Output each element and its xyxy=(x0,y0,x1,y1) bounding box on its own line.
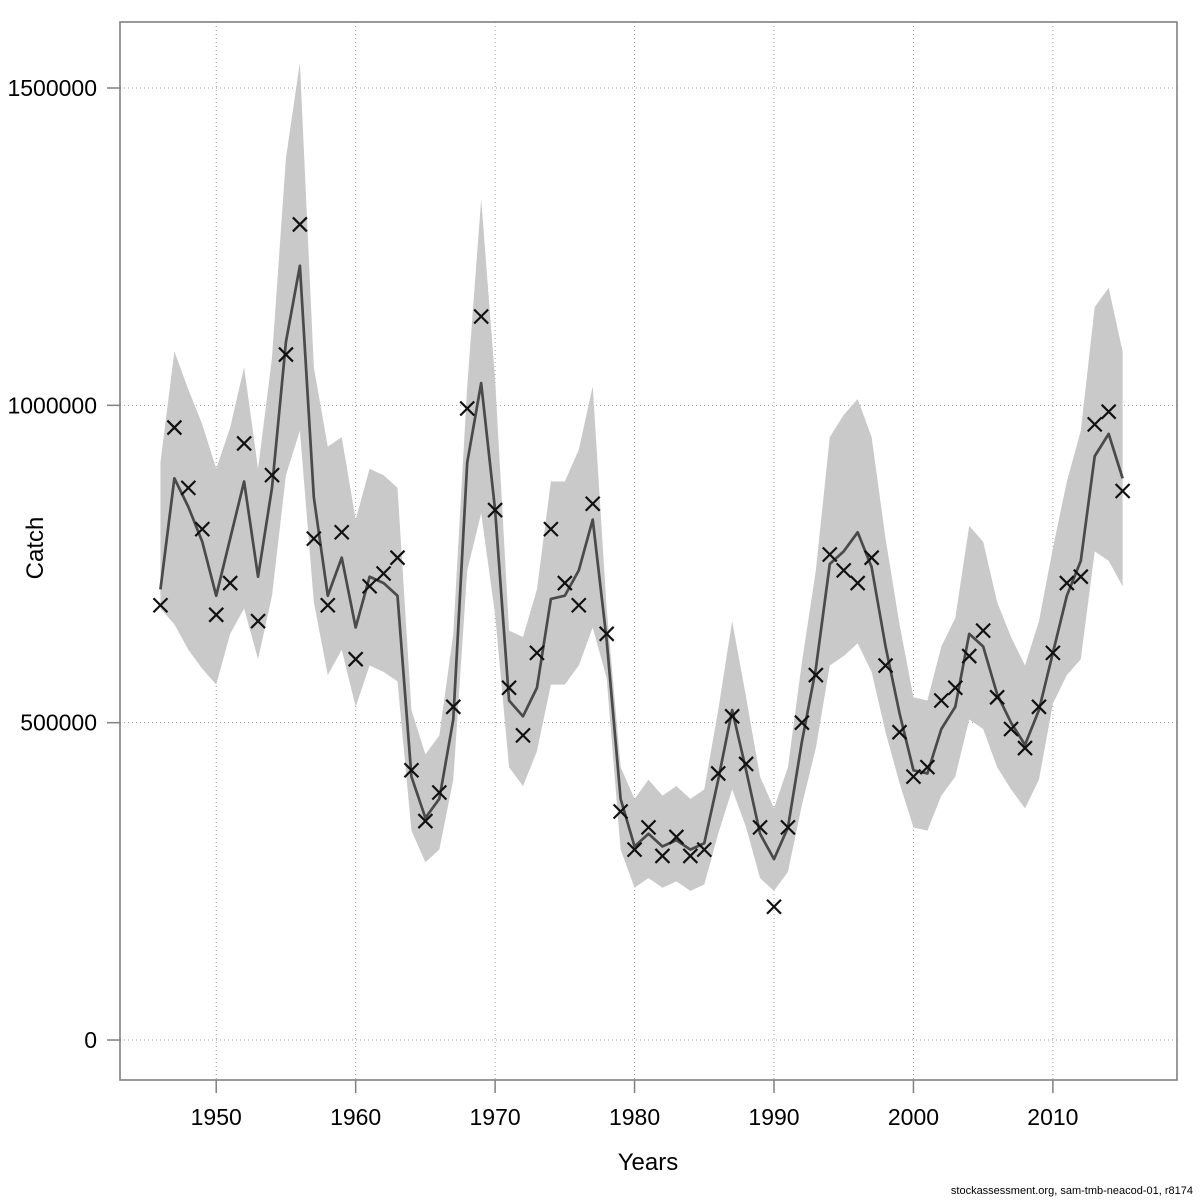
obs-marker xyxy=(975,622,991,639)
obs-marker xyxy=(319,597,336,614)
obs-marker xyxy=(333,524,350,541)
obs-marker xyxy=(612,803,629,820)
obs-marker xyxy=(361,578,378,595)
obs-marker xyxy=(1017,740,1033,756)
obs-marker xyxy=(236,435,252,452)
x-tick-label: 1950 xyxy=(191,1104,242,1130)
obs-marker xyxy=(194,521,211,537)
x-tick-label: 1990 xyxy=(748,1104,799,1130)
x-axis-title: Years xyxy=(617,1149,679,1176)
obs-marker xyxy=(1086,416,1103,433)
obs-marker xyxy=(543,521,559,537)
y-axis-title: Catch xyxy=(22,516,49,580)
obs-marker xyxy=(417,813,434,829)
observed-catch-markers xyxy=(152,216,1131,915)
obs-marker xyxy=(808,667,824,683)
obs-marker xyxy=(403,762,420,779)
x-tick-label: 1960 xyxy=(330,1104,381,1130)
obs-marker xyxy=(947,679,964,696)
obs-marker xyxy=(933,692,950,709)
obs-marker xyxy=(877,657,894,674)
obs-marker xyxy=(835,562,852,579)
obs-marker xyxy=(961,648,978,664)
obs-marker xyxy=(431,784,448,801)
obs-marker xyxy=(584,495,601,512)
obs-marker xyxy=(1100,403,1117,420)
obs-marker xyxy=(1045,645,1061,661)
obs-marker xyxy=(1073,568,1089,585)
grid-lines xyxy=(120,22,1177,1080)
obs-marker xyxy=(306,530,322,547)
obs-marker xyxy=(724,708,740,725)
obs-marker xyxy=(180,480,197,496)
obs-marker xyxy=(1059,575,1075,591)
obs-marker xyxy=(598,626,615,642)
obs-marker xyxy=(557,575,573,591)
obs-marker xyxy=(208,607,224,623)
obs-marker xyxy=(822,546,838,563)
obs-marker xyxy=(668,829,685,845)
obs-marker xyxy=(529,645,545,661)
obs-marker xyxy=(696,841,713,858)
obs-marker xyxy=(445,699,462,715)
footer-attribution: stockassessment.org, sam-tmb-neacod-01, … xyxy=(950,1185,1193,1197)
obs-marker xyxy=(738,756,754,772)
obs-marker xyxy=(654,848,671,864)
obs-marker xyxy=(166,419,183,436)
obs-marker xyxy=(780,819,796,836)
y-tick-label: 1500000 xyxy=(7,75,97,101)
y-tick-label: 0 xyxy=(84,1027,97,1053)
obs-marker xyxy=(278,346,294,363)
x-tick-label: 1970 xyxy=(470,1104,521,1130)
obs-marker xyxy=(292,216,308,233)
obs-marker xyxy=(752,819,768,836)
estimated-catch-line xyxy=(159,264,1124,861)
obs-marker xyxy=(570,597,587,614)
obs-marker xyxy=(1003,721,1019,737)
obs-marker xyxy=(989,689,1005,706)
obs-marker xyxy=(152,597,169,614)
axis-ticks: 1950 1960 1970 1980 1990 2000 2010 0 500000 10000… xyxy=(7,75,1078,1130)
obs-marker xyxy=(389,549,406,566)
obs-marker xyxy=(459,400,475,417)
obs-marker xyxy=(222,575,238,591)
x-tick-label: 2000 xyxy=(888,1104,939,1130)
x-tick-label: 1980 xyxy=(609,1104,660,1130)
obs-marker xyxy=(905,768,922,785)
obs-marker xyxy=(250,613,266,629)
obs-marker xyxy=(682,848,699,864)
obs-marker xyxy=(473,308,489,325)
obs-marker xyxy=(891,724,908,740)
obs-marker xyxy=(794,714,810,731)
obs-marker xyxy=(347,651,364,667)
obs-marker xyxy=(264,467,280,483)
obs-marker xyxy=(766,898,782,915)
obs-marker xyxy=(487,502,503,518)
y-tick-label: 1000000 xyxy=(7,392,97,418)
obs-marker xyxy=(849,575,866,591)
obs-marker xyxy=(375,565,392,582)
obs-marker xyxy=(919,759,936,775)
obs-marker xyxy=(501,679,517,696)
obs-marker xyxy=(640,819,657,836)
plot-area-box xyxy=(119,21,1178,1081)
obs-marker xyxy=(1031,699,1047,715)
x-tick-label: 2010 xyxy=(1027,1104,1078,1130)
obs-marker xyxy=(1114,483,1131,499)
obs-marker xyxy=(515,727,531,744)
obs-marker xyxy=(863,549,880,566)
y-tick-label: 500000 xyxy=(20,710,97,736)
obs-marker xyxy=(626,841,643,858)
obs-marker xyxy=(710,765,727,782)
confidence-band xyxy=(160,62,1123,891)
